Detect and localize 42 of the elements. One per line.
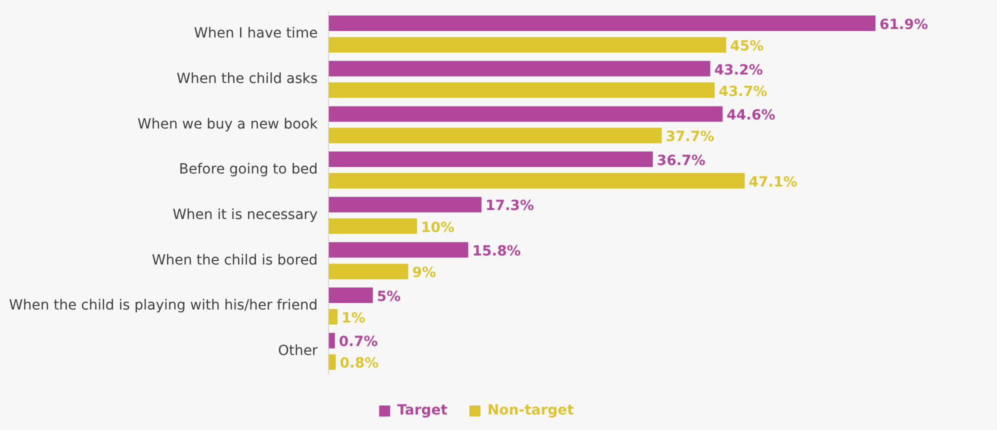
legend-label: Target: [397, 402, 448, 419]
data-label: 37.7%: [666, 129, 714, 146]
bar: [328, 106, 723, 122]
bar: [328, 264, 408, 280]
y-tick-label: When I have time: [194, 26, 318, 42]
bar: [328, 218, 418, 234]
y-tick-label: When the child asks: [176, 71, 318, 88]
bar: [328, 287, 373, 303]
data-label: 61.9%: [879, 16, 928, 33]
data-label: 0.8%: [340, 356, 379, 372]
bar: [328, 37, 726, 53]
y-tick-label: When it is necessary: [172, 207, 318, 224]
bar: [328, 82, 715, 98]
data-label: 9%: [412, 265, 436, 282]
bar: [328, 242, 468, 258]
data-label: 45%: [730, 38, 764, 54]
data-label: 43.7%: [718, 84, 768, 100]
bar: [328, 152, 653, 168]
data-label: 5%: [376, 288, 401, 305]
data-label: 0.7%: [338, 334, 378, 350]
data-label: 10%: [421, 220, 455, 236]
y-tick-label: Before going to bed: [179, 162, 318, 178]
data-label: 36.7%: [656, 152, 706, 169]
y-tick-label: When we buy a new book: [138, 116, 319, 132]
data-label: 17.3%: [486, 198, 534, 214]
bar: [328, 332, 335, 348]
data-label: 43.2%: [714, 62, 763, 78]
y-tick-label: When the child is bored: [152, 252, 318, 268]
y-tick-label: When the child is playing with his/her friend: [8, 298, 318, 314]
bar: [328, 16, 876, 32]
bar: [328, 60, 710, 76]
data-label: 44.6%: [726, 108, 776, 124]
bar: [328, 128, 662, 144]
bar: [328, 196, 482, 212]
data-label: 47.1%: [748, 174, 798, 190]
legend-label: Non-target: [487, 402, 574, 419]
bar: [328, 309, 338, 325]
bar: [328, 354, 336, 370]
bar: [328, 173, 745, 189]
y-tick-label: Other: [278, 342, 318, 359]
data-label: 1%: [342, 310, 366, 326]
data-label: 15.8%: [472, 244, 521, 260]
